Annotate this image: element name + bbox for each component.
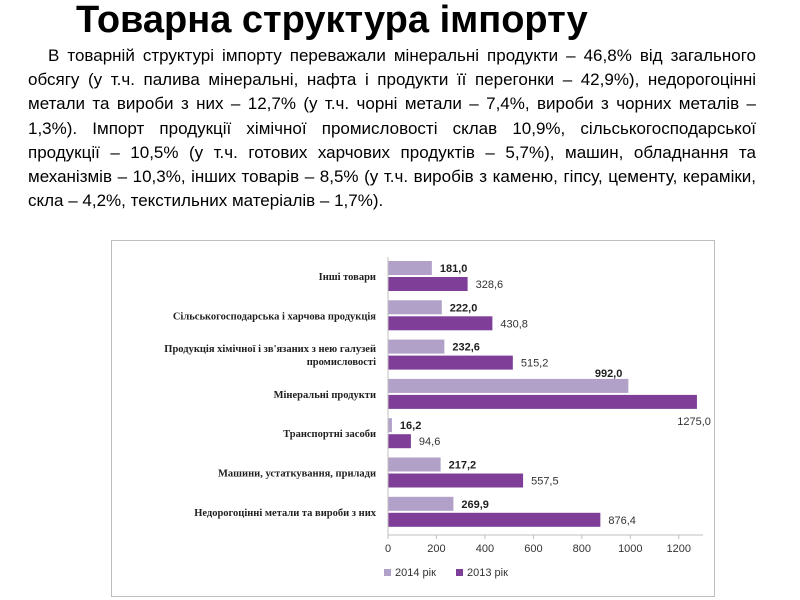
value-label-2013: 515,2 — [521, 358, 549, 370]
value-label-2014: 222,0 — [450, 302, 478, 314]
value-label-2013: 876,4 — [608, 515, 636, 527]
value-label-2013: 557,5 — [531, 476, 559, 488]
legend-swatch — [456, 569, 463, 576]
bars — [388, 261, 697, 527]
slide-title: Товарна структура імпорту — [76, 0, 588, 41]
category-label: Сільськогосподарська і харчова продукція — [173, 311, 376, 322]
category-label: Продукція хімічної і зв'язаних з нею гал… — [164, 344, 376, 368]
legend-swatch — [384, 569, 391, 576]
category-label: Транспортні засоби — [283, 429, 376, 440]
bar-2013 — [388, 355, 513, 370]
category-label: Інші товари — [319, 272, 376, 283]
value-labels: 181,0 328,6 222,0 430,8 232,6 515,2 992,0 1275,… — [400, 263, 711, 527]
bar-chart: Інші товари Сільськогосподарська і харчов… — [111, 240, 715, 597]
bar-2014 — [388, 457, 441, 472]
slide-paragraph: В товарній структурі імпорту переважали … — [28, 46, 756, 211]
value-label-2013: 328,6 — [476, 279, 504, 291]
legend: 2014 рік 2013 рік — [384, 567, 508, 579]
bar-2014 — [388, 418, 392, 433]
category-label: Недорогоцінні метали та вироби з них — [194, 508, 377, 519]
bar-2013 — [388, 316, 493, 331]
x-tick-label: 400 — [476, 543, 494, 555]
value-label-2014: 217,2 — [449, 460, 477, 472]
bar-2013 — [388, 473, 524, 488]
legend-label: 2013 рік — [467, 567, 508, 579]
bar-2014 — [388, 339, 445, 354]
bar-2014 — [388, 378, 629, 393]
category-label: Машини, устаткування, прилади — [218, 469, 376, 480]
x-tick-label: 0 — [385, 543, 391, 555]
value-label-2013: 94,6 — [419, 436, 440, 448]
bar-2014 — [388, 300, 442, 315]
value-label-2013: 1275,0 — [677, 416, 711, 428]
category-label: Мінеральні продукти — [274, 390, 376, 401]
bar-2013 — [388, 434, 411, 449]
chart-canvas: Інші товари Сільськогосподарська і харчов… — [164, 257, 711, 579]
value-label-2014: 992,0 — [595, 368, 623, 380]
x-tick-label: 1200 — [667, 543, 691, 555]
legend-label: 2014 рік — [395, 567, 436, 579]
x-tick-label: 600 — [524, 543, 542, 555]
x-axis: 0 200 400 600 800 1000 1200 — [385, 257, 703, 555]
value-label-2013: 430,8 — [500, 318, 528, 330]
x-tick-label: 200 — [427, 543, 445, 555]
x-tick-label: 1000 — [618, 543, 642, 555]
x-tick-label: 800 — [573, 543, 591, 555]
category-labels: Інші товари Сільськогосподарська і харчов… — [164, 272, 376, 519]
value-label-2014: 181,0 — [440, 263, 468, 275]
bar-2014 — [388, 496, 454, 511]
value-label-2014: 269,9 — [461, 499, 489, 511]
value-label-2014: 232,6 — [452, 342, 480, 354]
bar-2013 — [388, 394, 697, 409]
bar-2013 — [388, 277, 468, 291]
bar-2013 — [388, 512, 601, 527]
bar-2014 — [388, 261, 432, 275]
value-label-2014: 16,2 — [400, 420, 421, 432]
